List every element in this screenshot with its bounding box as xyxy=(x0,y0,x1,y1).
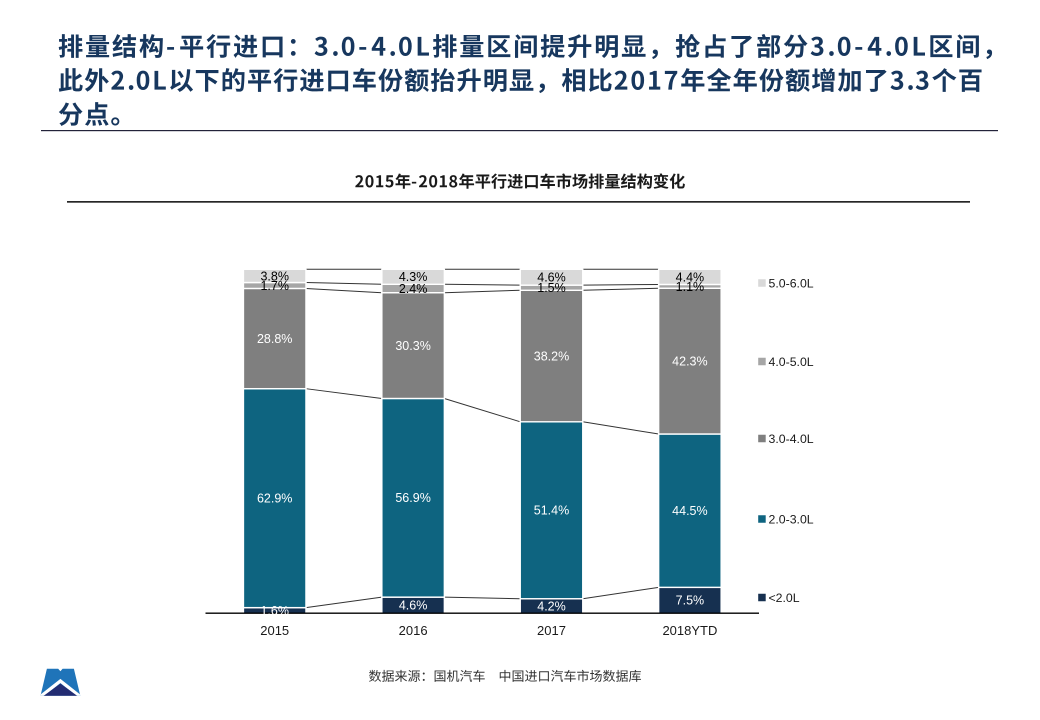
svg-text:2.4%: 2.4% xyxy=(399,282,428,296)
svg-text:30.3%: 30.3% xyxy=(395,339,430,353)
svg-text:51.4%: 51.4% xyxy=(534,504,569,518)
svg-text:7.5%: 7.5% xyxy=(676,594,705,608)
svg-text:4.0-5.0L: 4.0-5.0L xyxy=(769,355,814,369)
svg-text:44.5%: 44.5% xyxy=(672,504,707,518)
svg-text:2.0-3.0L: 2.0-3.0L xyxy=(769,512,814,526)
svg-text:5.0-6.0L: 5.0-6.0L xyxy=(769,276,814,290)
svg-text:1.1%: 1.1% xyxy=(676,280,705,294)
svg-text:42.3%: 42.3% xyxy=(672,355,707,369)
svg-text:1.7%: 1.7% xyxy=(260,279,289,293)
svg-text:2015: 2015 xyxy=(260,623,289,638)
svg-text:1.5%: 1.5% xyxy=(537,281,566,295)
svg-text:4.6%: 4.6% xyxy=(537,271,566,285)
svg-text:4.4%: 4.4% xyxy=(676,270,705,284)
svg-text:4.2%: 4.2% xyxy=(537,599,566,613)
svg-text:4.6%: 4.6% xyxy=(399,599,428,613)
svg-text:38.2%: 38.2% xyxy=(534,349,569,363)
svg-text:2018YTD: 2018YTD xyxy=(662,623,717,638)
svg-text:4.3%: 4.3% xyxy=(399,270,428,284)
svg-text:3.0-4.0L: 3.0-4.0L xyxy=(769,432,814,446)
svg-text:62.9%: 62.9% xyxy=(257,492,292,506)
svg-text:1.6%: 1.6% xyxy=(260,604,289,618)
svg-text:2016: 2016 xyxy=(399,623,428,638)
svg-text:56.9%: 56.9% xyxy=(395,491,430,505)
svg-text:28.8%: 28.8% xyxy=(257,332,292,346)
svg-text:3.8%: 3.8% xyxy=(260,269,289,283)
svg-text:2017: 2017 xyxy=(537,623,566,638)
svg-text:<2.0L: <2.0L xyxy=(769,591,800,605)
